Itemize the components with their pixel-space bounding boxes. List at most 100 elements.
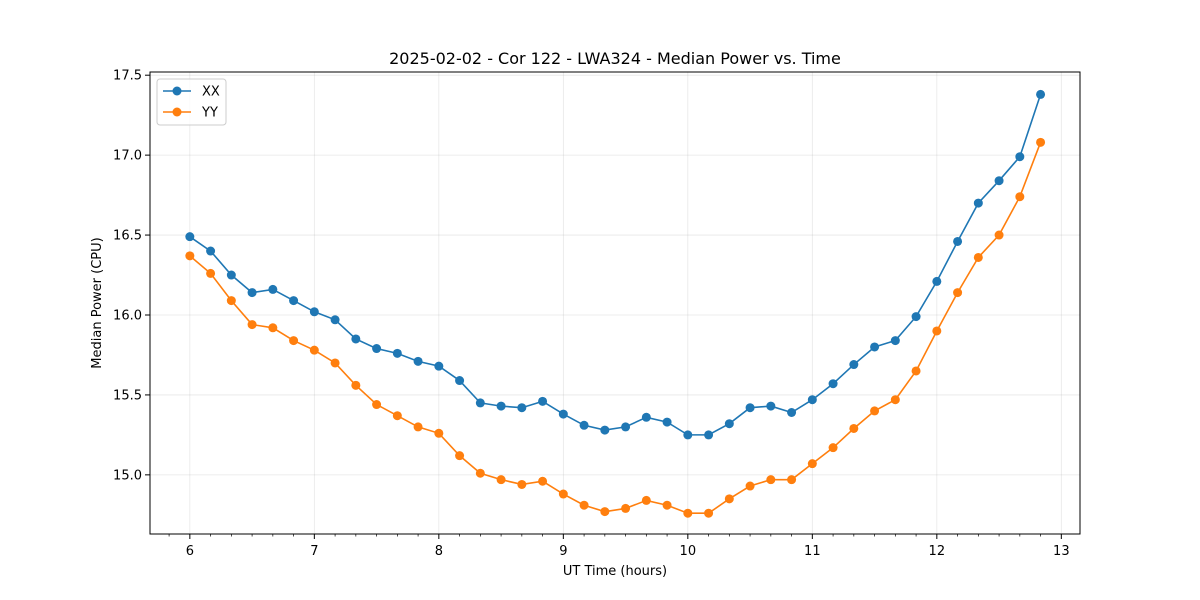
data-point: [372, 400, 382, 410]
data-point: [807, 395, 817, 405]
data-point: [185, 232, 195, 242]
legend-label: XX: [202, 85, 220, 100]
data-point: [330, 358, 340, 368]
data-point: [1036, 137, 1046, 147]
data-point: [973, 198, 983, 208]
data-point: [330, 315, 340, 325]
data-point: [600, 507, 610, 517]
data-point: [641, 495, 651, 505]
data-point: [953, 288, 963, 298]
data-point: [787, 475, 797, 485]
data-point: [434, 428, 444, 438]
data-point: [455, 451, 465, 461]
data-point: [662, 417, 672, 427]
data-point: [683, 508, 693, 518]
data-point: [994, 176, 1004, 186]
data-point: [1015, 192, 1025, 202]
data-point: [558, 489, 568, 499]
x-tick-label: 10: [680, 544, 697, 559]
data-point: [392, 411, 402, 421]
data-point: [413, 356, 423, 366]
data-point: [517, 479, 527, 489]
data-point: [787, 408, 797, 418]
data-point: [828, 379, 838, 389]
legend: XX YY: [156, 78, 227, 126]
data-point: [745, 481, 755, 491]
data-point: [870, 342, 880, 352]
legend-label: YY: [201, 106, 218, 121]
data-point: [475, 468, 485, 478]
x-tick-label: 8: [435, 544, 443, 559]
data-point: [309, 345, 319, 355]
data-point: [185, 251, 195, 261]
data-point: [247, 320, 257, 330]
y-axis-label: Median Power (CPU): [90, 237, 105, 368]
y-tick-label: 16.0: [113, 308, 142, 323]
data-point: [496, 475, 506, 485]
data-point: [994, 230, 1004, 240]
grid: [150, 72, 1080, 534]
data-point: [849, 360, 859, 370]
data-point: [621, 503, 631, 513]
y-tick-label: 16.5: [113, 229, 142, 244]
series-xx: [185, 89, 1046, 440]
data-point: [745, 403, 755, 413]
data-point: [621, 422, 631, 432]
x-tick-label: 13: [1053, 544, 1070, 559]
legend-item-yy: YY: [163, 106, 218, 121]
data-point: [496, 401, 506, 411]
series-yy: [185, 137, 1046, 518]
data-point: [911, 312, 921, 322]
x-tick-label: 9: [559, 544, 567, 559]
data-point: [351, 334, 361, 344]
data-point: [392, 348, 402, 358]
x-tick-label: 6: [186, 544, 194, 559]
data-point: [579, 500, 589, 510]
y-tick-label: 15.5: [113, 388, 142, 403]
data-point: [206, 246, 216, 256]
data-point: [932, 276, 942, 286]
y-tick-label: 15.0: [113, 468, 142, 483]
y-tick-label: 17.5: [113, 69, 142, 84]
data-point: [413, 422, 423, 432]
data-point: [455, 376, 465, 386]
data-point: [247, 288, 257, 298]
data-point: [704, 508, 714, 518]
x-axis-label: UT Time (hours): [563, 564, 667, 579]
data-point: [890, 395, 900, 405]
data-point: [351, 380, 361, 390]
data-point: [558, 409, 568, 419]
data-point: [206, 268, 216, 278]
data-point: [226, 270, 236, 280]
data-point: [890, 336, 900, 346]
data-point: [932, 326, 942, 336]
axis-ticks: 6 7 8 9 10 11 12 13 15.0 15.5 16.0 16.5 17.0 17.5: [113, 69, 1070, 559]
data-point: [953, 236, 963, 246]
data-point: [268, 284, 278, 294]
data-point: [268, 323, 278, 333]
data-point: [766, 475, 776, 485]
data-point: [641, 412, 651, 422]
data-point: [475, 398, 485, 408]
data-point: [973, 252, 983, 262]
data-point: [704, 430, 714, 440]
data-point: [683, 430, 693, 440]
y-tick-label: 17.0: [113, 149, 142, 164]
data-point: [870, 406, 880, 416]
legend-marker: [172, 86, 182, 96]
data-point: [911, 366, 921, 376]
data-point: [1036, 89, 1046, 99]
x-tick-label: 7: [310, 544, 318, 559]
data-point: [372, 344, 382, 354]
x-tick-label: 11: [804, 544, 821, 559]
data-point: [662, 500, 672, 510]
data-point: [807, 459, 817, 469]
data-point: [226, 296, 236, 306]
legend-item-xx: XX: [163, 85, 220, 100]
series-layer: [185, 89, 1046, 518]
x-tick-label: 12: [929, 544, 946, 559]
data-point: [766, 401, 776, 411]
data-point: [1015, 152, 1025, 162]
data-point: [849, 423, 859, 433]
